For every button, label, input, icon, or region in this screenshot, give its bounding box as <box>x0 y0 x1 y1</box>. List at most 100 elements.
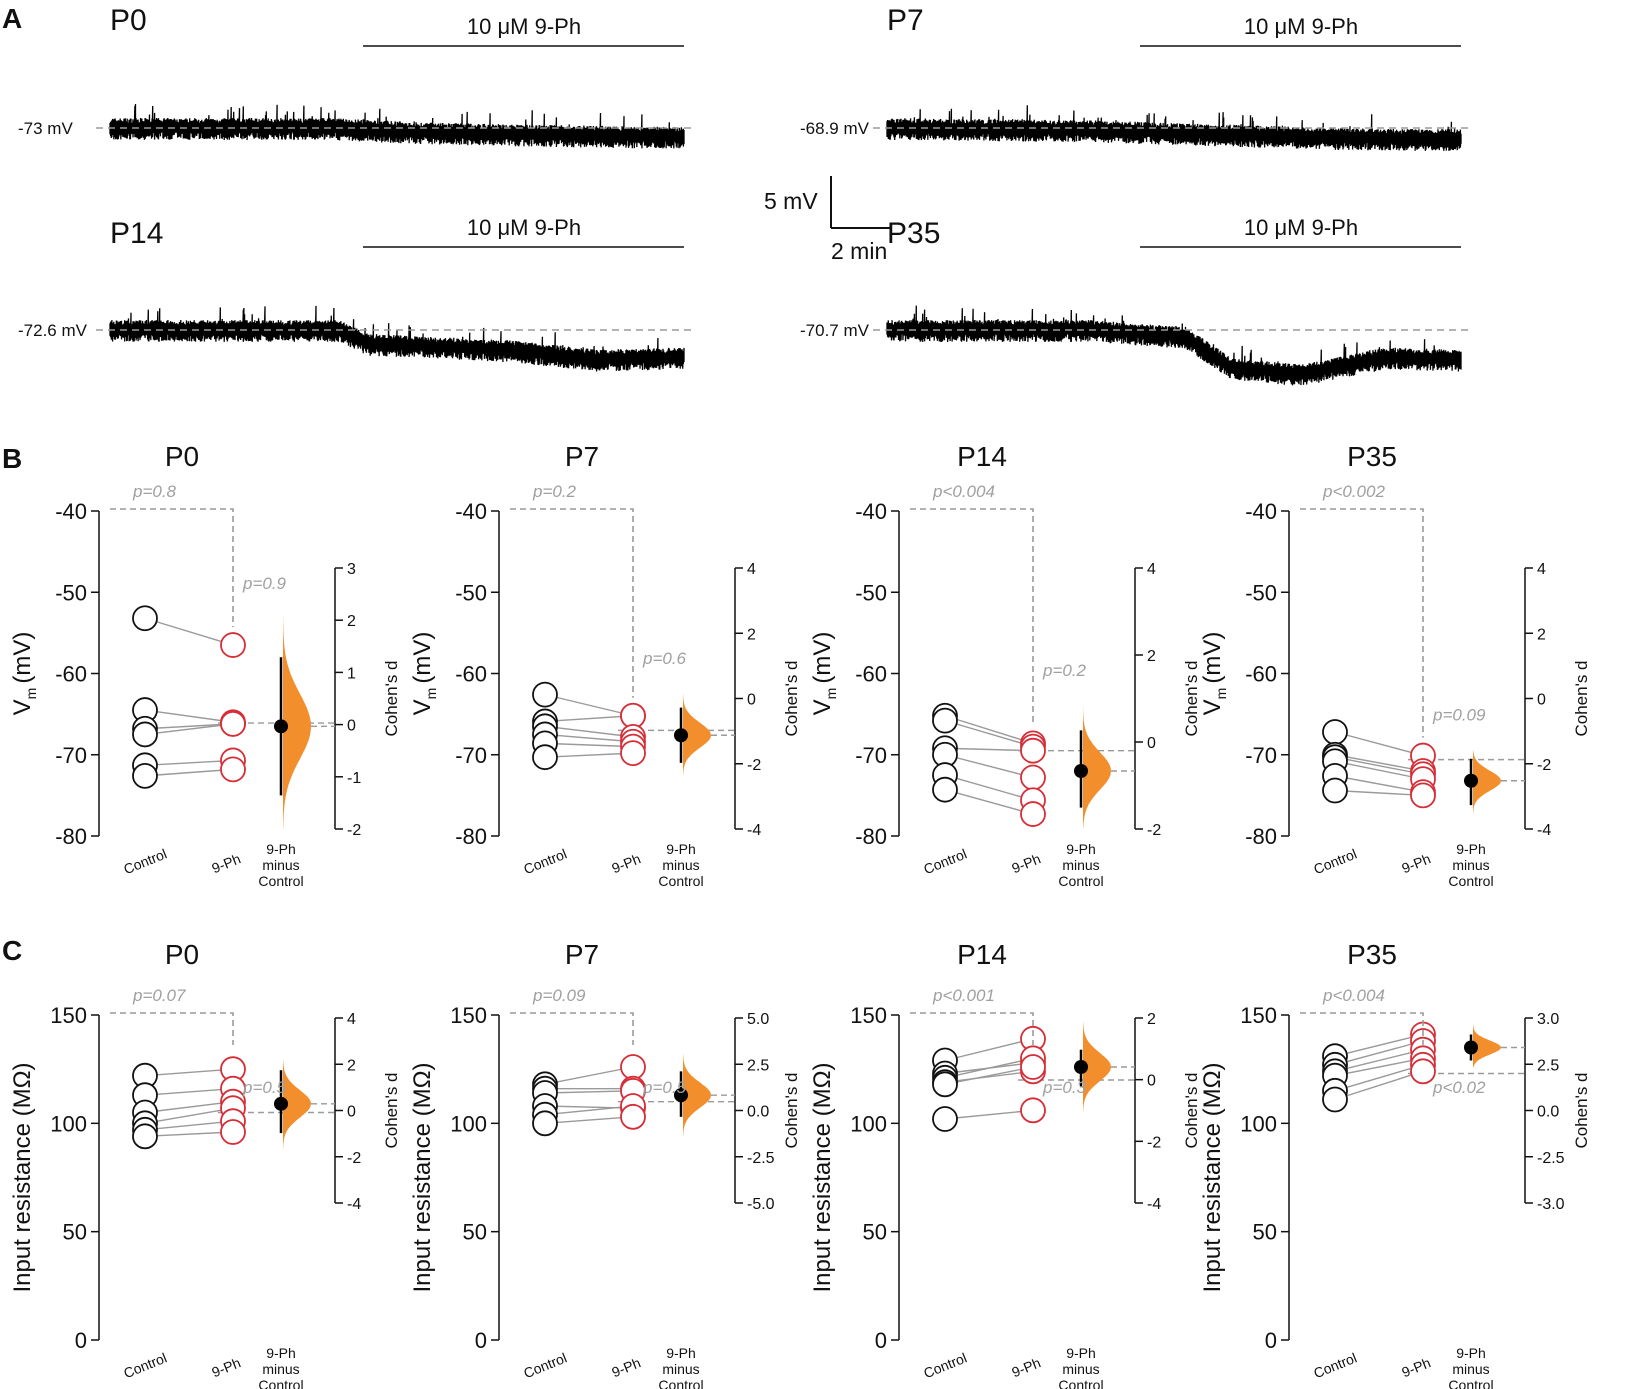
category-label-effect-line: 9-Ph <box>266 1345 296 1361</box>
control-point <box>532 1110 558 1137</box>
cohens-d-tick-label: 3.0 <box>1537 1011 1559 1028</box>
pair-line <box>544 693 634 717</box>
category-label-control: Control <box>121 845 169 877</box>
effect-size-distribution <box>1083 706 1111 828</box>
y-axis-label-subscript: m <box>423 688 439 700</box>
y-tick-label: -40 <box>855 499 887 524</box>
cohens-d-tick-label: 2 <box>747 626 756 643</box>
cohens-d-tick-label: 4 <box>1537 561 1546 578</box>
cohens-d-tick-label: 3 <box>347 561 356 578</box>
control-point <box>532 744 558 771</box>
cohens-d-tick-label: 1 <box>347 665 356 682</box>
y-axis-label: Input resistance (MΩ) <box>1199 1062 1226 1292</box>
treated-point <box>220 1119 246 1145</box>
p-value-top: p=0.8 <box>132 482 177 501</box>
cohens-d-tick-label: -2.5 <box>1537 1150 1565 1167</box>
pair-line <box>944 754 1034 779</box>
cohens-d-tick-label: -2 <box>747 757 761 774</box>
effect-size-distribution <box>1473 1021 1501 1067</box>
pair-line <box>544 1116 634 1125</box>
p-value-side: p=0.5 <box>642 1078 687 1097</box>
y-tick-label: -60 <box>855 662 887 687</box>
category-label-effect-line: Control <box>258 873 303 889</box>
cohens-d-tick-label: 2 <box>1537 626 1546 643</box>
y-tick-label: 150 <box>1240 1003 1277 1028</box>
p-value-bracket-top <box>110 1012 234 1045</box>
pair-line <box>1334 760 1424 780</box>
y-axis-label-main: Input resistance (MΩ) <box>409 1062 436 1292</box>
category-label-treated: 9-Ph <box>209 850 242 876</box>
category-label-effect-line: Control <box>658 1377 703 1389</box>
y-tick-label: -50 <box>55 580 87 605</box>
effect-size-distribution <box>283 616 311 828</box>
cohens-d-tick-label: 0.0 <box>747 1104 769 1121</box>
y-tick-label: 50 <box>63 1220 87 1245</box>
pair-line <box>544 1105 634 1116</box>
effect-size-mean <box>274 1096 288 1111</box>
cohens-d-tick-label: 0 <box>1537 692 1546 709</box>
treated-point <box>1410 782 1436 809</box>
pair-line <box>544 733 634 743</box>
cohens-d-axis-label: Cohen's d <box>782 1072 801 1148</box>
pair-line <box>144 768 234 777</box>
y-axis-label-subscript: m <box>1213 688 1229 700</box>
pair-line <box>144 723 234 736</box>
category-label-effect-line: minus <box>662 857 699 873</box>
effect-size-mean <box>1074 764 1088 778</box>
y-tick-label: -70 <box>1245 743 1277 768</box>
category-label-treated: 9-Ph <box>209 1354 242 1380</box>
p-value-top: p<0.001 <box>932 986 995 1005</box>
category-label-control: Control <box>521 845 569 877</box>
category-label-control: Control <box>1311 1349 1359 1381</box>
effect-size-distribution <box>683 1054 711 1137</box>
pair-line <box>944 774 1034 801</box>
trace-p35: P35 10 μM 9-Ph -70.7 mV <box>800 215 1471 386</box>
cohens-d-tick-label: -2 <box>347 822 361 839</box>
cohens-d-tick-label: 0 <box>1147 1073 1156 1090</box>
voltage-trace <box>109 305 685 372</box>
pair-line <box>544 715 634 723</box>
plot-title: P0 <box>165 939 199 970</box>
category-label-treated: 9-Ph <box>1399 1354 1432 1380</box>
resting-potential-label: -73 mV <box>18 119 73 138</box>
category-label-effect-line: 9-Ph <box>666 841 696 857</box>
plot-b-p7: P7 -40 -50 -60 -70 -80 Vm (mV) 4 2 0 -2 -4 Cohen's d p… <box>409 441 801 889</box>
category-label-effect-line: 9-Ph <box>1456 841 1486 857</box>
y-tick-label: 50 <box>1253 1220 1277 1245</box>
resting-potential-label: -68.9 mV <box>800 119 870 138</box>
voltage-trace <box>109 103 685 149</box>
pair-line <box>1334 1040 1424 1066</box>
p-value-side: p=0.2 <box>1042 661 1087 680</box>
y-axis-label-unit: (mV) <box>1199 632 1226 684</box>
pair-line <box>144 1120 234 1131</box>
plot-title: P7 <box>565 441 599 472</box>
effect-size-mean <box>1464 773 1478 788</box>
y-tick-label: 100 <box>450 1111 487 1136</box>
y-tick-label: 150 <box>850 1003 887 1028</box>
p-value-bracket-top <box>510 1012 634 1045</box>
p-value-side: p=0.9 <box>242 574 287 593</box>
treated-point <box>220 632 246 658</box>
treated-point <box>620 1103 646 1130</box>
resting-potential-label: -70.7 mV <box>800 321 870 340</box>
control-point <box>932 707 958 734</box>
y-axis-label-subscript: m <box>823 688 839 700</box>
category-label-treated: 9-Ph <box>1009 1354 1042 1380</box>
y-axis-label-main: V <box>1199 699 1226 715</box>
y-tick-label: 150 <box>450 1003 487 1028</box>
category-label-effect-line: minus <box>1062 1361 1099 1377</box>
category-label-treated: 9-Ph <box>1009 850 1042 876</box>
category-label-effect: 9-Ph minus Control <box>1448 1345 1493 1389</box>
y-axis-label: Input resistance (MΩ) <box>809 1062 836 1292</box>
plot-title: P14 <box>957 441 1007 472</box>
category-label-effect: 9-Ph minus Control <box>658 841 703 889</box>
cohens-d-tick-label: 2.5 <box>1537 1057 1559 1074</box>
p-value-top: p=0.2 <box>532 482 577 501</box>
category-label-effect-line: 9-Ph <box>266 841 296 857</box>
cohens-d-tick-label: -5.0 <box>747 1196 775 1213</box>
cohens-d-tick-label: 0 <box>347 718 356 735</box>
category-label-effect-line: minus <box>1062 857 1099 873</box>
treated-point <box>620 740 646 767</box>
